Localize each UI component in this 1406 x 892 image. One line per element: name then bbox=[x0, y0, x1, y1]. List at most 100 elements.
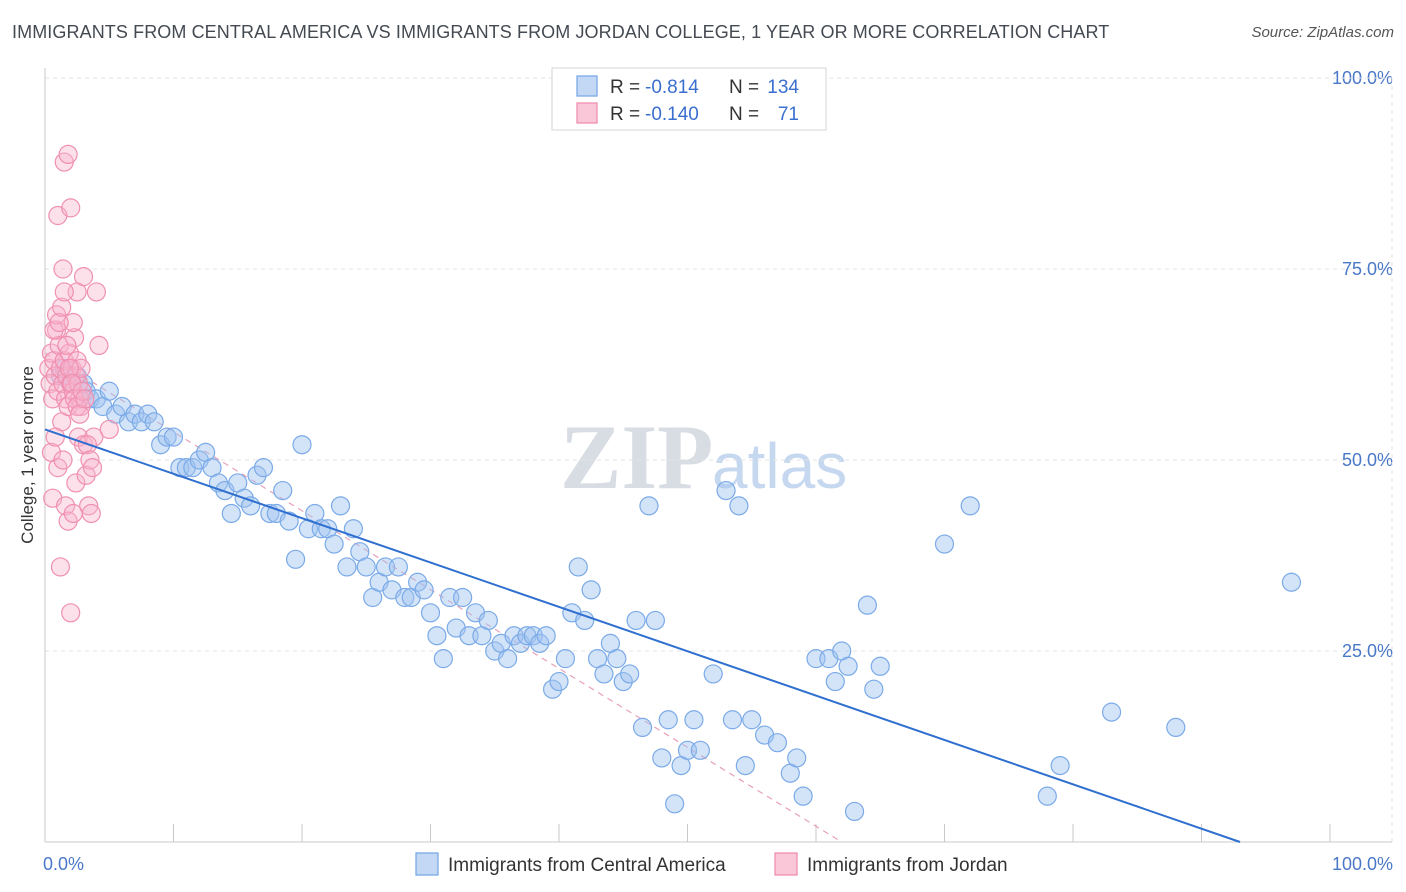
point-central-america bbox=[530, 633, 550, 653]
point-central-america bbox=[279, 511, 299, 531]
point-jordan bbox=[61, 603, 81, 623]
point-central-america bbox=[735, 755, 755, 776]
legend-swatch-jordan bbox=[576, 102, 598, 124]
trend-lines bbox=[44, 352, 843, 843]
point-central-america bbox=[613, 671, 633, 692]
legend-r-label: R = bbox=[610, 77, 640, 98]
point-central-america bbox=[639, 496, 659, 516]
point-jordan bbox=[49, 335, 69, 355]
point-jordan bbox=[50, 557, 71, 577]
point-central-america bbox=[581, 580, 601, 600]
point-central-america bbox=[273, 480, 293, 501]
point-central-america bbox=[549, 671, 569, 692]
point-central-america bbox=[684, 710, 704, 730]
bottom-legend-swatch-jordan bbox=[774, 852, 798, 876]
point-central-america bbox=[620, 664, 640, 684]
y-tick-label: 75.0% bbox=[1342, 259, 1393, 279]
x-tick-label: 0.0% bbox=[43, 854, 84, 874]
point-central-america bbox=[433, 649, 453, 669]
y-axis-label: College, 1 year or more bbox=[18, 366, 37, 544]
bottom-legend-jordan: Immigrants from Jordan bbox=[807, 855, 1008, 876]
legend-r-label: R = bbox=[610, 104, 640, 125]
point-central-america bbox=[356, 557, 376, 577]
trendline-jordan bbox=[44, 352, 843, 843]
point-jordan bbox=[79, 496, 99, 516]
point-central-america bbox=[183, 458, 203, 478]
chart-title: IMMIGRANTS FROM CENTRAL AMERICA VS IMMIG… bbox=[12, 22, 1110, 42]
point-jordan bbox=[70, 389, 90, 409]
point-jordan bbox=[73, 267, 94, 287]
point-central-america bbox=[408, 572, 428, 592]
point-jordan bbox=[58, 144, 78, 164]
point-jordan bbox=[72, 381, 92, 401]
point-central-america bbox=[787, 748, 807, 768]
point-jordan bbox=[61, 198, 81, 218]
point-jordan bbox=[62, 374, 82, 394]
point-central-america bbox=[138, 404, 158, 424]
point-jordan bbox=[55, 496, 76, 516]
point-jordan bbox=[76, 465, 96, 485]
point-jordan bbox=[81, 503, 101, 524]
point-central-america bbox=[767, 733, 788, 753]
point-jordan bbox=[59, 358, 80, 378]
point-central-america bbox=[632, 717, 653, 738]
point-central-america bbox=[247, 465, 267, 485]
legend-n-label: N = bbox=[729, 104, 759, 125]
point-jordan bbox=[53, 450, 73, 470]
point-central-america bbox=[453, 587, 473, 608]
bottom-legend-central-america: Immigrants from Central America bbox=[448, 855, 726, 876]
point-central-america bbox=[722, 710, 743, 730]
point-jordan bbox=[86, 282, 107, 302]
point-central-america bbox=[568, 557, 588, 577]
point-central-america bbox=[395, 587, 415, 608]
point-central-america bbox=[478, 610, 498, 631]
point-central-america bbox=[285, 549, 306, 569]
legend-swatch-central-america bbox=[576, 75, 598, 97]
point-central-america bbox=[838, 656, 858, 676]
bottom-legend: Immigrants from Central America Immigran… bbox=[415, 852, 1008, 876]
point-jordan bbox=[71, 358, 91, 378]
point-central-america bbox=[870, 656, 890, 676]
point-jordan bbox=[89, 335, 109, 355]
point-central-america bbox=[665, 794, 685, 814]
point-jordan bbox=[82, 458, 103, 478]
point-central-america bbox=[536, 626, 556, 646]
point-jordan bbox=[63, 312, 83, 333]
point-jordan bbox=[80, 450, 100, 470]
point-jordan bbox=[66, 473, 86, 493]
point-central-america bbox=[1166, 717, 1186, 738]
point-central-america bbox=[99, 381, 119, 401]
point-central-america bbox=[716, 480, 736, 501]
point-central-america bbox=[960, 496, 980, 516]
point-central-america bbox=[292, 435, 312, 455]
point-central-america bbox=[157, 427, 177, 447]
legend-box: R = -0.814 N = 134 R = -0.140 N = 71 bbox=[551, 67, 827, 131]
point-jordan bbox=[64, 328, 85, 348]
point-central-america bbox=[594, 664, 614, 684]
point-central-america bbox=[144, 412, 164, 432]
point-central-america bbox=[542, 679, 563, 699]
point-jordan bbox=[52, 297, 72, 317]
point-jordan bbox=[49, 312, 69, 333]
point-central-america bbox=[163, 427, 184, 447]
y-tick-label: 25.0% bbox=[1342, 641, 1393, 661]
point-central-america bbox=[1281, 572, 1302, 592]
point-central-america bbox=[645, 610, 665, 631]
point-jordan bbox=[57, 335, 77, 355]
bottom-legend-swatch-central-america bbox=[415, 852, 439, 876]
point-jordan bbox=[75, 389, 95, 409]
point-jordan bbox=[54, 282, 74, 302]
point-central-america bbox=[388, 557, 408, 577]
point-central-america bbox=[626, 610, 646, 631]
point-central-america bbox=[253, 458, 274, 478]
point-central-america bbox=[934, 534, 955, 554]
point-central-america bbox=[857, 595, 878, 615]
legend-n-value-central-america: 134 bbox=[767, 77, 799, 98]
point-central-america bbox=[337, 557, 357, 577]
legend-n-label: N = bbox=[729, 77, 759, 98]
point-jordan bbox=[67, 396, 87, 417]
source-label: Source: ZipAtlas.com bbox=[1251, 24, 1394, 41]
x-tick-label: 100.0% bbox=[1332, 854, 1393, 874]
point-central-america bbox=[690, 740, 710, 760]
